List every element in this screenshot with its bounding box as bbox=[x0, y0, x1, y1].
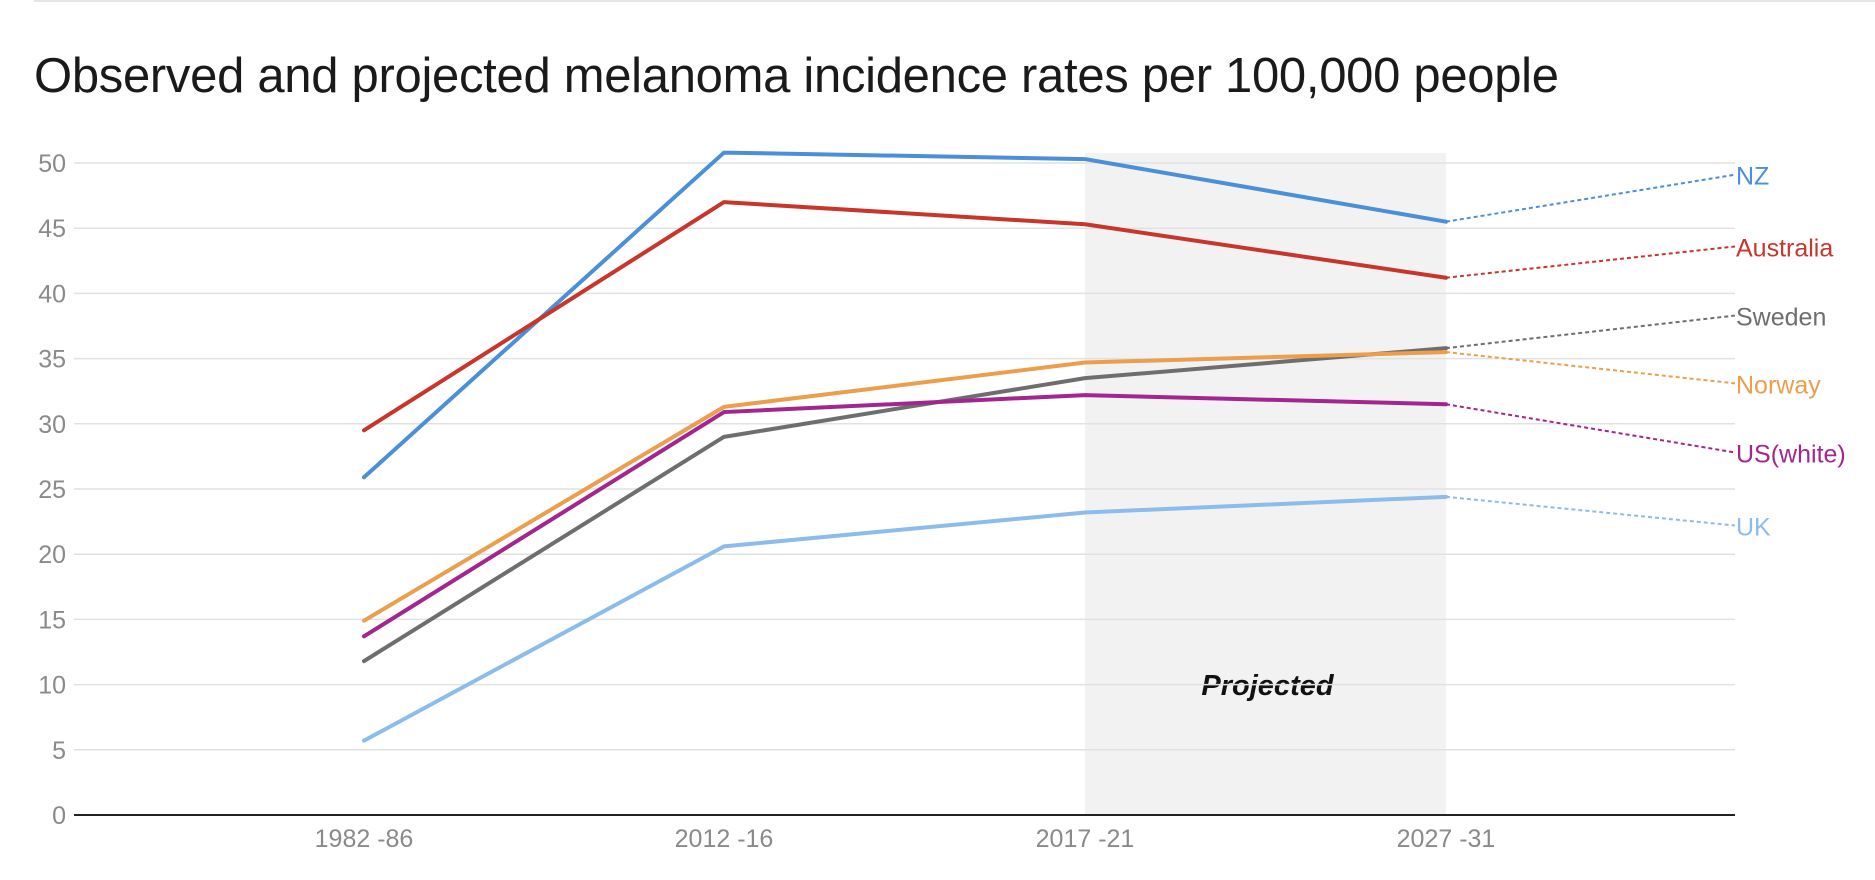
series-line-norway bbox=[362, 350, 1448, 623]
y-tick-label-5: 5 bbox=[52, 737, 66, 765]
series-projection-nz bbox=[1445, 173, 1736, 223]
y-tick-labels-layer: 0 5 10 15 20 25 30 35 40 45 50 bbox=[38, 150, 66, 830]
gridlines-layer bbox=[74, 162, 1735, 751]
series-label-australia: Australia bbox=[1736, 234, 1833, 262]
y-tick-label-40: 40 bbox=[38, 280, 66, 308]
series-label-sweden: Sweden bbox=[1736, 304, 1826, 332]
y-tick-label-0: 0 bbox=[52, 802, 66, 830]
series-labels-layer: NZ Australia Sweden Norway US(white) UK bbox=[1736, 163, 1846, 542]
x-tick-label-1: 1982 -86 bbox=[315, 825, 414, 853]
series-projection-norway bbox=[1445, 351, 1736, 385]
y-tick-label-35: 35 bbox=[38, 346, 66, 374]
series-line-sweden bbox=[362, 346, 1448, 664]
projected-region bbox=[1085, 153, 1446, 815]
series-label-nz: NZ bbox=[1736, 163, 1769, 191]
series-projection-us-white bbox=[1445, 403, 1736, 454]
y-tick-label-45: 45 bbox=[38, 215, 66, 243]
top-divider bbox=[34, 0, 1875, 2]
y-tick-label-50: 50 bbox=[38, 150, 66, 178]
series-projection-australia bbox=[1445, 245, 1736, 279]
x-tick-label-3: 2017 -21 bbox=[1036, 825, 1135, 853]
series-label-norway: Norway bbox=[1736, 371, 1821, 399]
y-tick-label-25: 25 bbox=[38, 476, 66, 504]
x-tick-label-2: 2012 -16 bbox=[675, 825, 774, 853]
x-tick-labels-layer: 1982 -86 2012 -16 2017 -21 2027 -31 bbox=[315, 825, 1496, 853]
series-projection-sweden bbox=[1445, 314, 1736, 350]
series-line-australia bbox=[362, 200, 1448, 433]
series-line-uk bbox=[362, 494, 1448, 743]
x-tick-label-4: 2027 -31 bbox=[1397, 825, 1496, 853]
series-lines-layer bbox=[362, 150, 1448, 743]
series-label-uk: UK bbox=[1736, 514, 1771, 542]
projected-region-layer: Projected bbox=[1085, 153, 1446, 815]
y-tick-label-20: 20 bbox=[38, 541, 66, 569]
y-tick-label-10: 10 bbox=[38, 672, 66, 700]
y-tick-label-30: 30 bbox=[38, 411, 66, 439]
series-label-us-white: US(white) bbox=[1736, 440, 1846, 468]
series-projection-uk bbox=[1445, 495, 1736, 527]
y-tick-label-15: 15 bbox=[38, 606, 66, 634]
series-projection-lines-layer bbox=[1445, 173, 1736, 527]
chart-title: Observed and projected melanoma incidenc… bbox=[34, 49, 1559, 103]
series-line-us-white bbox=[362, 393, 1448, 639]
projected-label: Projected bbox=[1201, 670, 1334, 702]
